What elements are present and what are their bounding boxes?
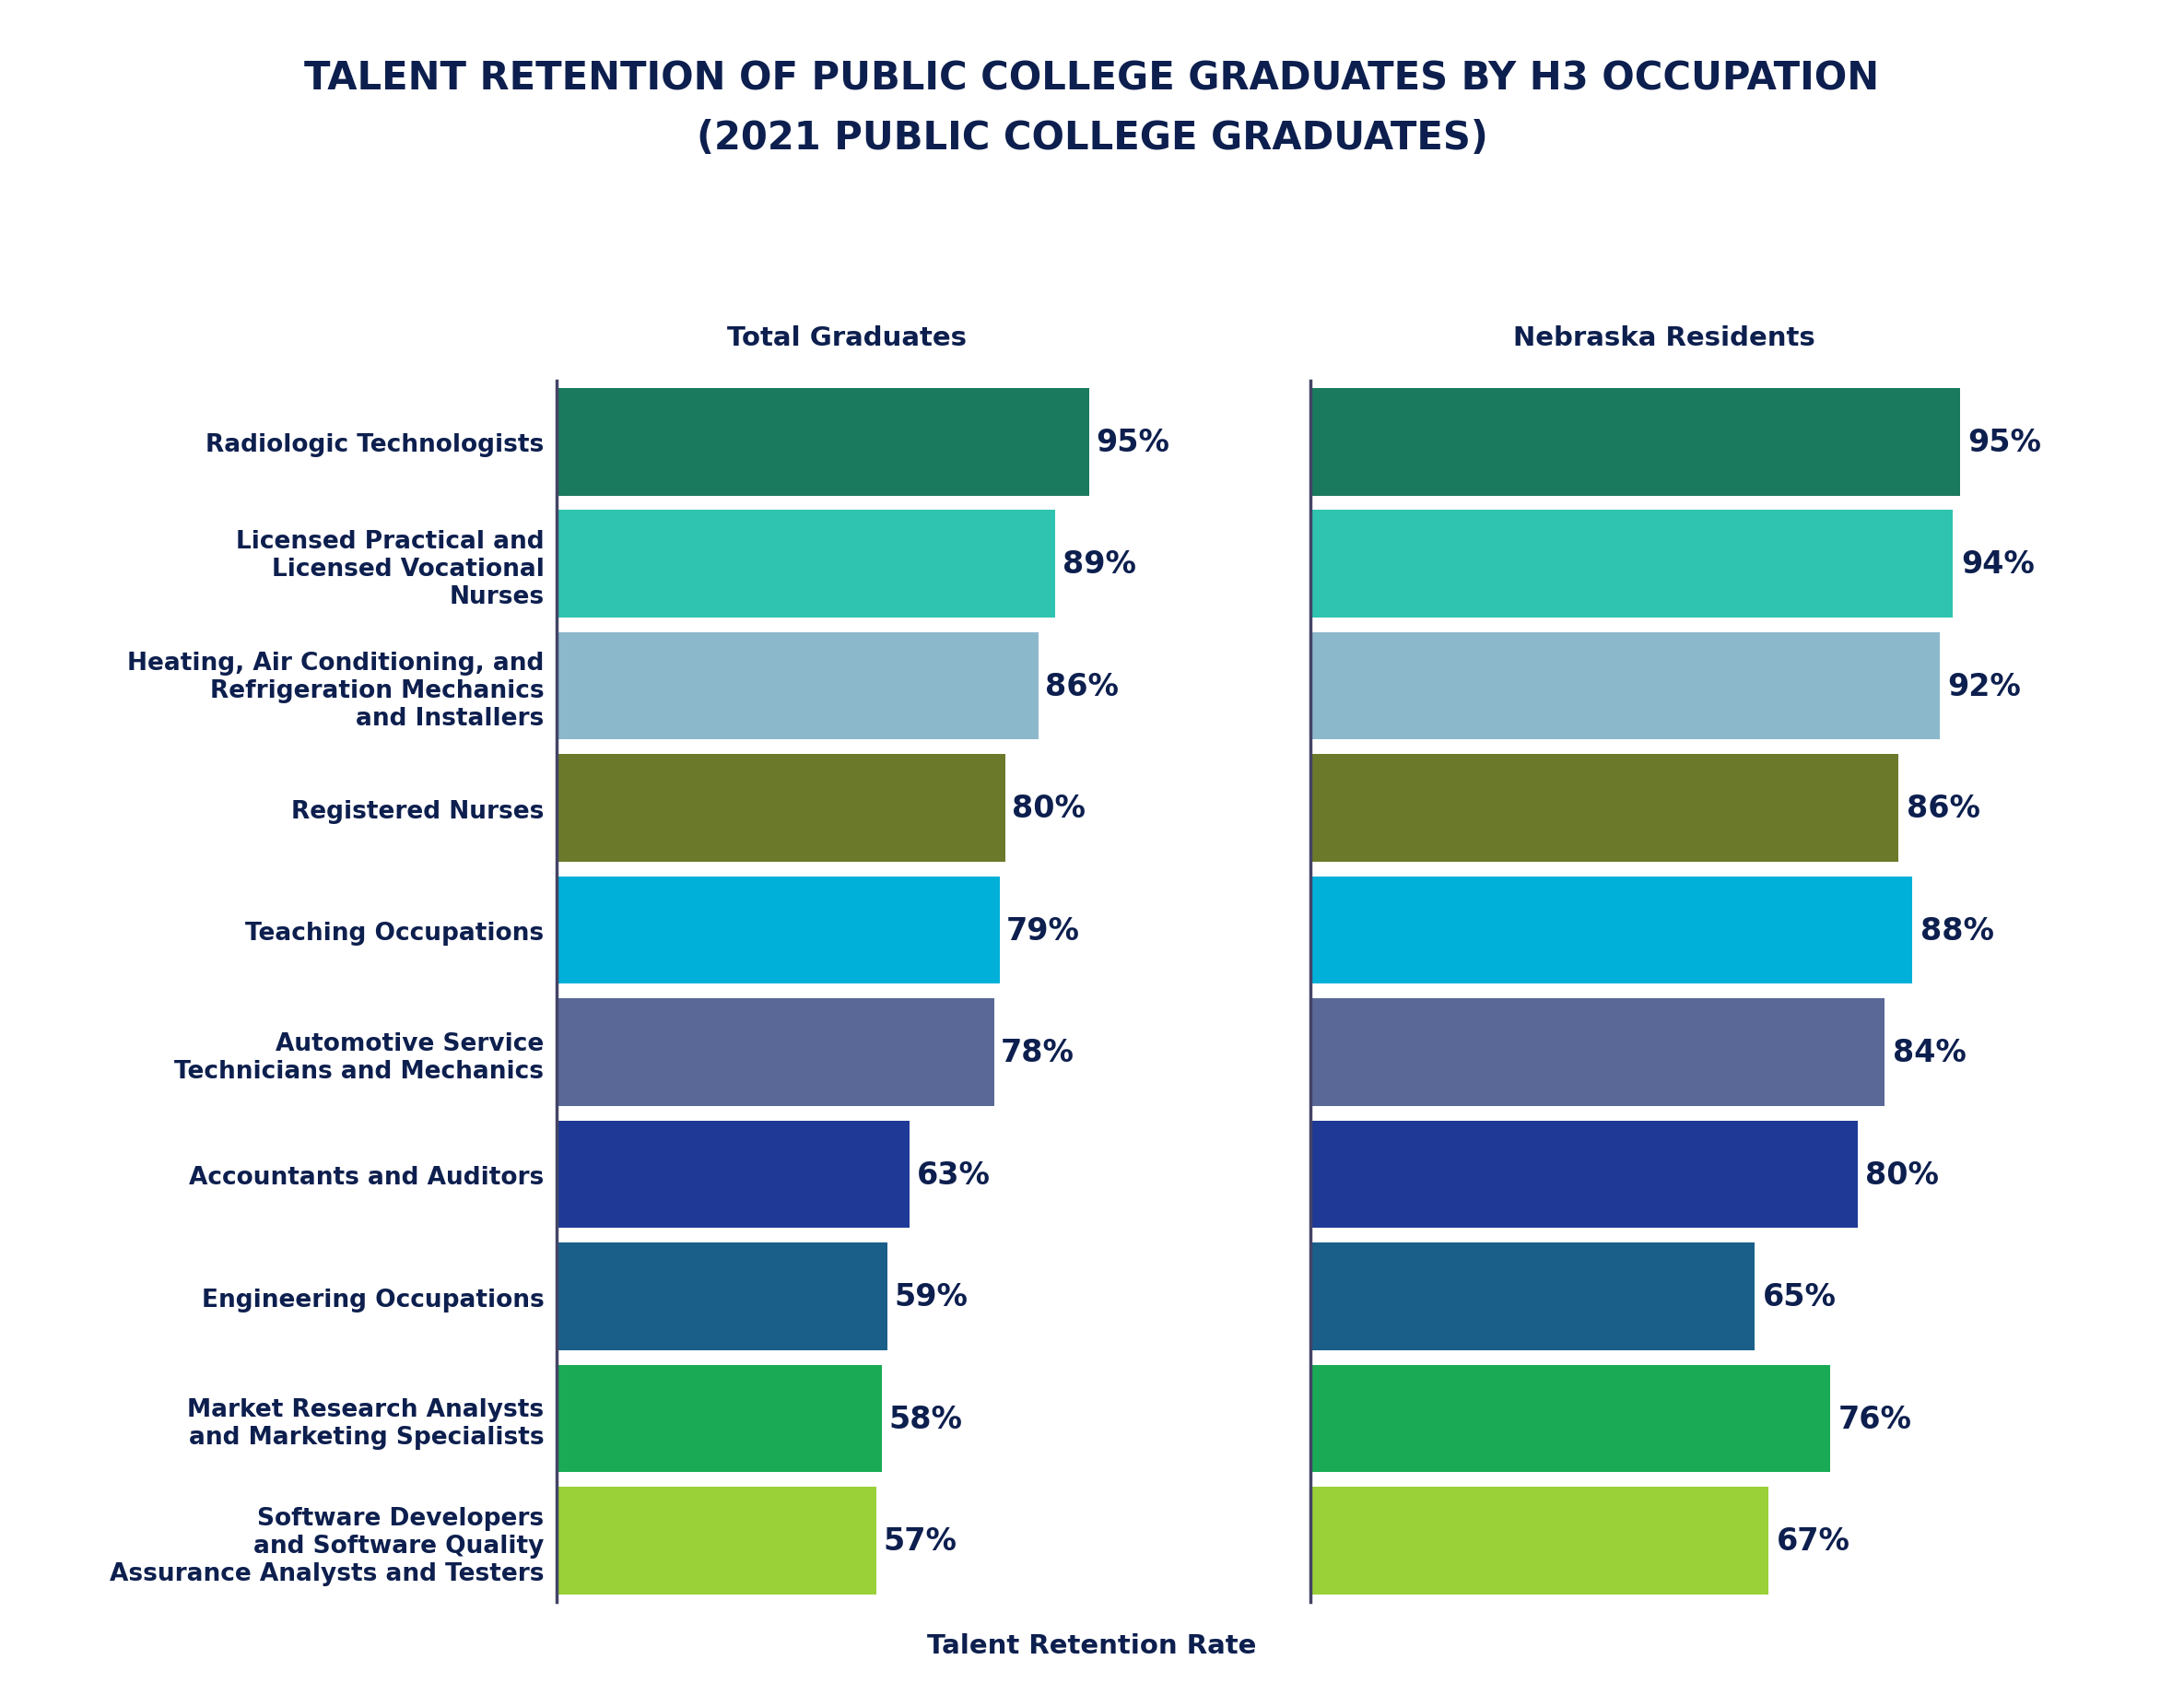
Bar bbox=[1310, 388, 1959, 497]
Bar bbox=[557, 876, 1000, 985]
Bar bbox=[1310, 510, 1952, 619]
Text: 58%: 58% bbox=[889, 1403, 963, 1434]
Text: (2021 PUBLIC COLLEGE GRADUATES): (2021 PUBLIC COLLEGE GRADUATES) bbox=[697, 119, 1487, 158]
Bar bbox=[557, 1487, 876, 1595]
Text: 94%: 94% bbox=[1961, 549, 2035, 580]
Bar bbox=[557, 388, 1090, 497]
Bar bbox=[1310, 754, 1898, 863]
Bar bbox=[1310, 1120, 1856, 1229]
Bar bbox=[557, 632, 1040, 741]
Bar bbox=[557, 998, 994, 1107]
Text: 88%: 88% bbox=[1920, 915, 1994, 946]
Text: 57%: 57% bbox=[882, 1526, 957, 1556]
Text: 65%: 65% bbox=[1762, 1281, 1837, 1312]
Bar bbox=[557, 1242, 887, 1351]
Text: 79%: 79% bbox=[1007, 915, 1079, 946]
Bar bbox=[557, 1120, 911, 1229]
Text: Total Graduates: Total Graduates bbox=[727, 325, 968, 351]
Text: 78%: 78% bbox=[1000, 1037, 1075, 1068]
Bar bbox=[557, 754, 1005, 863]
Bar bbox=[1310, 876, 1911, 985]
Text: Nebraska Residents: Nebraska Residents bbox=[1514, 325, 1815, 351]
Text: Talent Retention Rate: Talent Retention Rate bbox=[928, 1632, 1256, 1658]
Text: 92%: 92% bbox=[1948, 671, 2020, 702]
Text: 67%: 67% bbox=[1776, 1526, 1850, 1556]
Text: TALENT RETENTION OF PUBLIC COLLEGE GRADUATES BY H3 OCCUPATION: TALENT RETENTION OF PUBLIC COLLEGE GRADU… bbox=[304, 59, 1880, 98]
Bar bbox=[557, 510, 1055, 619]
Text: 80%: 80% bbox=[1011, 793, 1085, 824]
Text: 63%: 63% bbox=[917, 1159, 989, 1190]
Text: 89%: 89% bbox=[1061, 549, 1136, 580]
Text: 95%: 95% bbox=[1096, 427, 1168, 458]
Text: 86%: 86% bbox=[1907, 793, 1981, 824]
Text: 59%: 59% bbox=[893, 1281, 968, 1312]
Bar bbox=[1310, 1364, 1830, 1473]
Text: 84%: 84% bbox=[1894, 1037, 1966, 1068]
Bar bbox=[1310, 998, 1885, 1107]
Bar bbox=[1310, 1242, 1754, 1351]
Text: 80%: 80% bbox=[1865, 1159, 1939, 1190]
Text: 76%: 76% bbox=[1839, 1403, 1911, 1434]
Text: 95%: 95% bbox=[1968, 427, 2042, 458]
Bar bbox=[557, 1364, 882, 1473]
Text: 86%: 86% bbox=[1046, 671, 1118, 702]
Bar bbox=[1310, 1487, 1769, 1595]
Bar bbox=[1310, 632, 1939, 741]
